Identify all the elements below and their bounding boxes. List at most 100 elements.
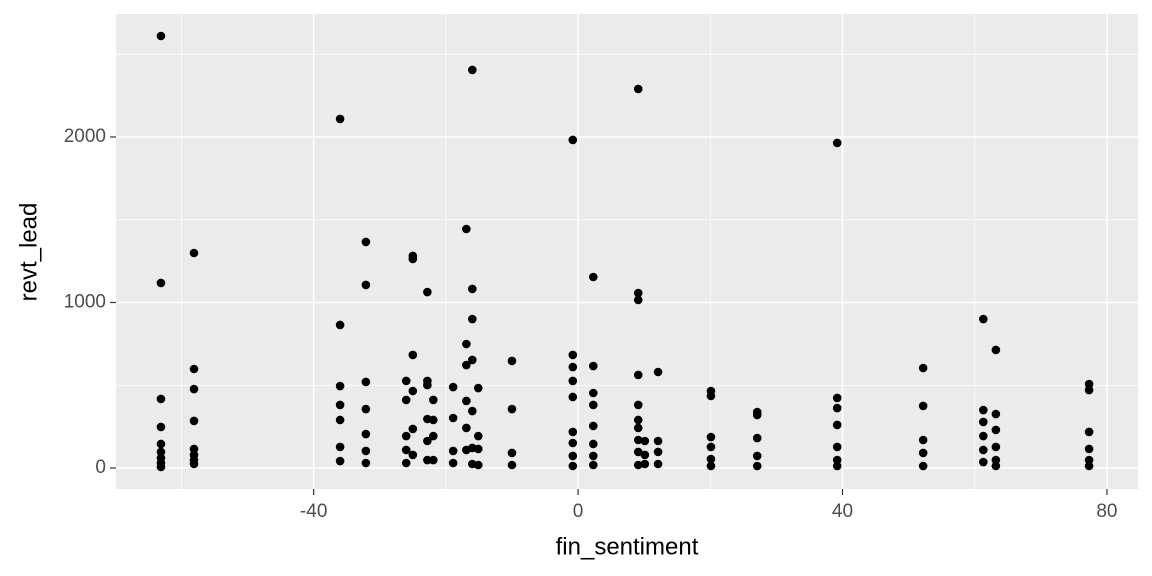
point [408, 350, 418, 360]
point [588, 451, 598, 461]
point [423, 436, 432, 446]
point [918, 435, 928, 445]
point [633, 460, 643, 470]
point [653, 447, 663, 457]
point [408, 424, 418, 434]
point [588, 361, 598, 371]
point [832, 461, 842, 471]
point [361, 429, 371, 439]
point [473, 444, 483, 454]
point [979, 405, 988, 415]
point [335, 381, 345, 391]
point [189, 248, 199, 258]
point [189, 384, 199, 394]
point [361, 377, 371, 387]
point [156, 439, 166, 449]
point [1084, 379, 1094, 389]
point [568, 362, 578, 372]
point [156, 422, 166, 432]
point [979, 457, 988, 467]
point [408, 450, 418, 460]
point [918, 363, 928, 373]
point [568, 135, 578, 145]
point [918, 461, 928, 471]
point [423, 380, 432, 390]
point [653, 436, 663, 446]
point [653, 367, 663, 377]
point [979, 417, 988, 427]
point [408, 254, 418, 264]
point [640, 450, 650, 460]
point [588, 439, 598, 449]
x-tick-label: 40 [832, 501, 853, 522]
point [189, 416, 199, 426]
point [401, 458, 411, 468]
point [991, 409, 1001, 419]
point [507, 448, 517, 458]
point [832, 442, 842, 452]
point [448, 413, 458, 423]
point [335, 114, 345, 124]
y-tick-label: 1000 [64, 291, 106, 312]
point [401, 445, 411, 455]
point [423, 287, 432, 297]
point [918, 448, 928, 458]
point [423, 455, 432, 465]
point [462, 224, 471, 234]
point [991, 345, 1001, 355]
point [979, 445, 988, 455]
point [633, 295, 643, 305]
point [189, 459, 199, 469]
x-axis-label: fin_sentiment [556, 533, 699, 560]
point [429, 455, 438, 465]
point [1084, 385, 1094, 395]
point [752, 461, 762, 471]
point [706, 454, 716, 464]
point [633, 415, 643, 425]
point [473, 460, 483, 470]
point [156, 394, 166, 404]
point [568, 438, 578, 448]
point [640, 436, 650, 446]
point [633, 84, 643, 94]
point [991, 455, 1001, 465]
point [918, 401, 928, 411]
point [568, 376, 578, 386]
point [633, 370, 643, 380]
point [588, 460, 598, 470]
point [361, 458, 371, 468]
point [462, 423, 471, 433]
point [408, 386, 418, 396]
point [335, 400, 345, 410]
y-tick-label: 2000 [64, 126, 106, 147]
point [568, 427, 578, 437]
point [361, 237, 371, 247]
point [633, 400, 643, 410]
point [706, 391, 716, 401]
point [335, 320, 345, 330]
point [156, 278, 166, 288]
point [468, 355, 477, 365]
point [991, 425, 1001, 435]
point [462, 396, 471, 406]
point [189, 444, 199, 454]
point [752, 410, 762, 420]
point [832, 455, 842, 465]
point [1084, 427, 1094, 437]
point [401, 431, 411, 441]
point [588, 272, 598, 282]
point [156, 462, 166, 472]
point [473, 383, 483, 393]
point [832, 403, 842, 413]
point [462, 360, 471, 370]
point [507, 356, 517, 366]
point [752, 451, 762, 461]
point [633, 447, 643, 457]
point [979, 431, 988, 441]
point [361, 280, 371, 290]
point [832, 138, 842, 148]
x-tick-label: -40 [300, 501, 327, 522]
point [706, 432, 716, 442]
point [991, 442, 1001, 452]
